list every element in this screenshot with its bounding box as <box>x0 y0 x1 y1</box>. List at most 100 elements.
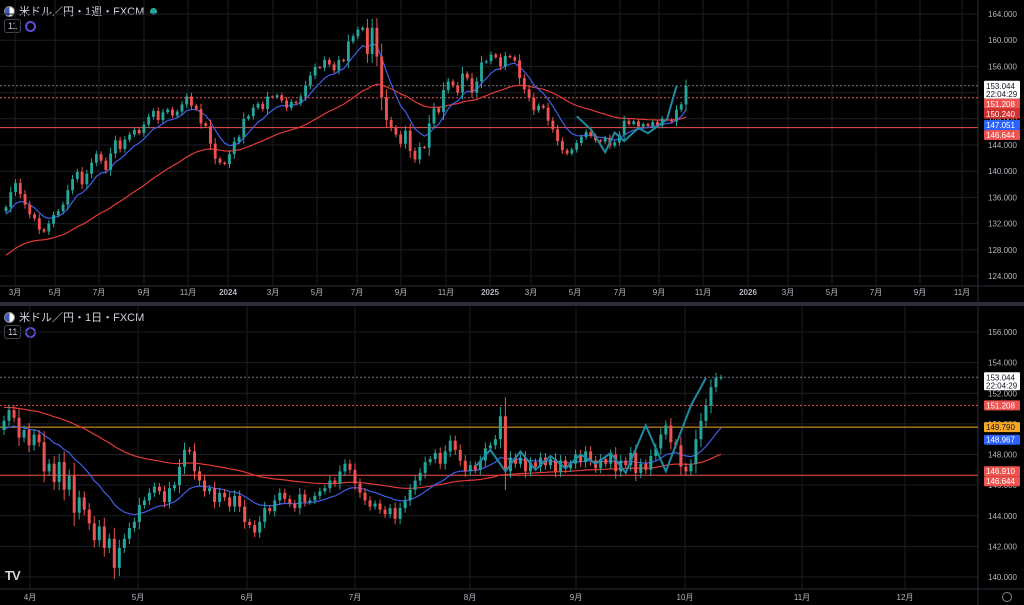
gear-icon[interactable] <box>1002 592 1012 602</box>
candle-body <box>77 497 81 513</box>
candle-body <box>522 78 526 90</box>
candle-body <box>172 485 176 489</box>
candle-body <box>251 107 255 117</box>
candle-body <box>94 154 98 163</box>
candle-body <box>493 439 497 446</box>
candle-body <box>373 503 377 507</box>
x-tick-label: 6月 <box>241 593 253 602</box>
candle-body <box>719 377 723 379</box>
candle-body <box>404 130 407 144</box>
candle-body <box>4 207 8 212</box>
daily-chart-pane[interactable]: 米ドル／円・1日・FXCM 11 156.000154.000152.00015… <box>0 306 1024 605</box>
candle-body <box>193 451 197 472</box>
price-label-countdown: 22:04:29 <box>986 381 1018 390</box>
candle-body <box>185 96 189 105</box>
candle-body <box>208 488 212 492</box>
candle-body <box>238 495 242 507</box>
candle-body <box>408 489 412 501</box>
candle-body <box>589 451 593 461</box>
candle-body <box>448 440 452 452</box>
candle-body <box>461 73 464 93</box>
pane-separator[interactable] <box>0 302 1024 306</box>
weekly-chart-svg[interactable]: 164.000160.000156.000152.000148.000144.0… <box>0 0 1024 302</box>
candle-body <box>177 466 181 486</box>
price-label-text: 148.967 <box>986 436 1015 445</box>
y-tick-label: 132.000 <box>988 220 1017 229</box>
candle-body <box>299 96 303 104</box>
daily-chart-svg[interactable]: 156.000154.000152.000150.000148.000146.0… <box>0 306 1024 605</box>
candle-body <box>188 449 192 452</box>
candle-body <box>418 472 422 481</box>
candle-body <box>28 204 32 215</box>
x-tick-label: 5月 <box>826 288 838 297</box>
y-tick-label: 152.000 <box>988 389 1017 398</box>
candle-body <box>644 463 648 470</box>
candle-body <box>12 410 16 418</box>
candle-body <box>256 103 260 108</box>
y-tick-label: 128.000 <box>988 246 1017 255</box>
candle-body <box>209 126 212 144</box>
candle-body <box>632 121 636 125</box>
weekly-indicator-count[interactable]: 11 <box>4 19 22 33</box>
candle-body <box>489 54 493 62</box>
candle-body <box>451 81 455 86</box>
candle-body <box>503 416 507 472</box>
candle-body <box>356 29 360 37</box>
candle-body <box>478 460 482 470</box>
candle-body <box>56 211 60 216</box>
candle-body <box>37 434 41 443</box>
candle-body <box>318 67 322 69</box>
candle-body <box>641 124 645 127</box>
candle-body <box>603 137 607 142</box>
y-tick-label: 148.000 <box>988 115 1017 124</box>
price-label-text: 146.644 <box>986 477 1015 486</box>
candle-body <box>190 96 193 106</box>
slow-moving-average-line <box>5 83 687 256</box>
price-label-box <box>984 372 1020 391</box>
candle-body <box>438 452 442 464</box>
candle-body <box>639 463 643 473</box>
candle-body <box>365 27 369 54</box>
y-tick-label: 164.000 <box>988 10 1017 19</box>
candle-body <box>27 430 31 446</box>
x-tick-label: 5月 <box>132 593 144 602</box>
daily-symbol-legend[interactable]: 米ドル／円・1日・FXCM <box>4 309 144 325</box>
candle-body <box>453 440 457 450</box>
candle-body <box>203 480 207 492</box>
candle-body <box>579 137 583 144</box>
price-label-box <box>984 434 1020 445</box>
candle-body <box>513 57 517 61</box>
indicator-toggle-icon[interactable] <box>25 20 37 32</box>
candle-body <box>598 140 602 142</box>
candle-body <box>123 139 127 149</box>
candle-body <box>393 508 397 519</box>
candle-body <box>559 460 563 472</box>
candle-body <box>537 105 541 111</box>
candle-body <box>670 119 674 122</box>
candle-body <box>443 451 447 464</box>
candle-body <box>556 129 560 142</box>
candle-body <box>338 471 342 484</box>
candle-body <box>122 538 126 548</box>
weekly-chart-pane[interactable]: 米ドル／円・1週・FXCM 11 164.000 160.000 156.000 15… <box>0 0 1024 302</box>
candle-body <box>541 105 545 108</box>
x-tick-label: 3月 <box>525 288 537 297</box>
candle-body <box>375 27 379 57</box>
candle-body <box>549 459 553 466</box>
candle-body <box>564 460 568 469</box>
candle-body <box>107 538 111 548</box>
candle-body <box>470 78 474 93</box>
candle-body <box>614 454 618 472</box>
candle-body <box>42 229 46 232</box>
candle-body <box>66 190 70 205</box>
candle-body <box>551 120 555 130</box>
candle-body <box>147 492 151 501</box>
candle-body <box>87 509 91 524</box>
candle-body <box>109 153 113 170</box>
candle-body <box>427 123 431 148</box>
candle-body <box>637 121 640 127</box>
candle-body <box>613 142 617 146</box>
candle-body <box>669 425 673 443</box>
candle-body <box>513 457 517 464</box>
slow-moving-average-line <box>3 406 722 489</box>
